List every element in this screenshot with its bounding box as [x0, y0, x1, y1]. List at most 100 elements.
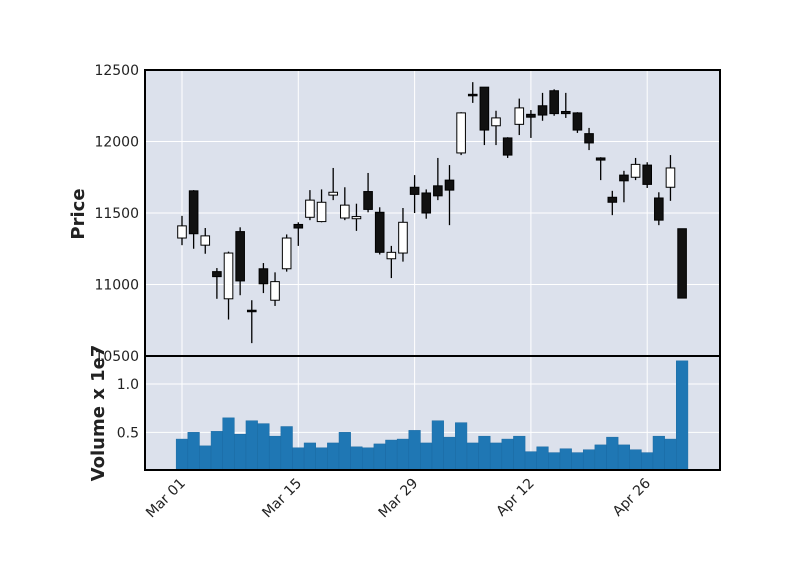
volume-bar [396, 438, 410, 471]
volume-bar [606, 436, 619, 471]
volume-bar [443, 436, 456, 471]
volume-tick-label: 1.0 [117, 377, 139, 393]
candle [246, 309, 257, 313]
price-tick-label: 10500 [94, 349, 139, 365]
candle [444, 179, 455, 191]
volume-bar [420, 442, 433, 471]
candle [386, 251, 397, 260]
candle [281, 237, 292, 270]
volume-bar [478, 435, 491, 471]
volume-bar [338, 432, 351, 471]
volume-bar [664, 438, 677, 471]
candle [235, 231, 245, 282]
candle [467, 93, 478, 97]
candle [654, 197, 664, 221]
price-candles [177, 82, 687, 344]
price-tick-label: 11500 [94, 206, 139, 222]
candle [200, 235, 211, 246]
candle [316, 201, 327, 223]
volume-bar [594, 444, 607, 471]
volume-bar [501, 438, 514, 471]
candle [374, 211, 385, 253]
volume-bar [571, 452, 584, 471]
price-tick-label: 12500 [94, 63, 139, 79]
volume-bar [629, 449, 642, 471]
candle [258, 268, 269, 285]
candle [572, 112, 583, 131]
candle [293, 223, 304, 229]
volume-bar [676, 360, 689, 471]
candle [409, 186, 420, 195]
price-tick-label: 11000 [94, 278, 139, 294]
date-tick-label: Mar 01 [143, 476, 189, 522]
volume-bar [199, 445, 212, 471]
volume-bar [466, 442, 479, 471]
candle [340, 204, 350, 219]
volume-bar [245, 420, 258, 471]
date-tick-label: Apr 26 [610, 475, 654, 519]
volume-axis-label: Volume x 1e7 [88, 345, 109, 482]
volume-bar [641, 452, 654, 471]
volume-bar [617, 444, 631, 471]
volume-bar [559, 448, 572, 471]
candle [607, 196, 618, 203]
volume-bar [234, 434, 247, 471]
volume-bar [362, 447, 375, 471]
volume-bar [431, 420, 444, 471]
candle [351, 216, 362, 220]
volume-bar [303, 442, 316, 471]
volume-panel-frame [144, 355, 721, 471]
candle [177, 225, 187, 239]
date-tick-label: Mar 29 [376, 476, 422, 522]
candle [514, 107, 525, 125]
date-tick-label: Mar 15 [259, 476, 305, 522]
volume-bar [408, 430, 421, 471]
candle [549, 90, 559, 115]
volume-bar [455, 422, 468, 471]
candle [491, 117, 501, 127]
volume-bar [292, 447, 305, 471]
candle [398, 221, 408, 254]
candle [642, 164, 653, 185]
candle [526, 113, 536, 118]
volume-bar [582, 449, 596, 471]
volume-bar [548, 452, 561, 471]
volume-bar [652, 435, 665, 471]
volume-bar [268, 435, 282, 471]
candle [537, 105, 548, 116]
candle [677, 228, 687, 299]
candle [212, 271, 222, 278]
candle [502, 137, 513, 156]
price-tick-label: 12000 [94, 135, 139, 151]
volume-bar [385, 439, 398, 471]
candle [421, 192, 432, 214]
volume-bar [524, 451, 537, 471]
volume-bar [175, 438, 189, 471]
volume-bar [513, 435, 526, 471]
volume-bar [280, 426, 293, 471]
volume-bar [210, 431, 223, 471]
candle [433, 185, 443, 197]
candle [223, 252, 234, 300]
volume-bar [315, 447, 328, 471]
candle [560, 110, 571, 115]
candle [665, 167, 676, 188]
price-axis-label: Price [68, 188, 89, 239]
candle [456, 112, 466, 154]
volume-bar [536, 446, 549, 471]
candle [188, 190, 199, 235]
candle [619, 174, 629, 182]
candle [479, 86, 490, 131]
volume-bar [489, 442, 503, 471]
candle [584, 133, 594, 144]
candle [363, 191, 373, 210]
volume-bar [327, 442, 340, 471]
volume-bar [350, 446, 363, 471]
date-tick-label: Apr 12 [494, 476, 538, 520]
volume-bar [257, 423, 270, 471]
volume-tick-label: 0.5 [117, 425, 139, 441]
volume-bar [222, 417, 235, 471]
candle [630, 163, 641, 178]
candle [595, 157, 606, 161]
